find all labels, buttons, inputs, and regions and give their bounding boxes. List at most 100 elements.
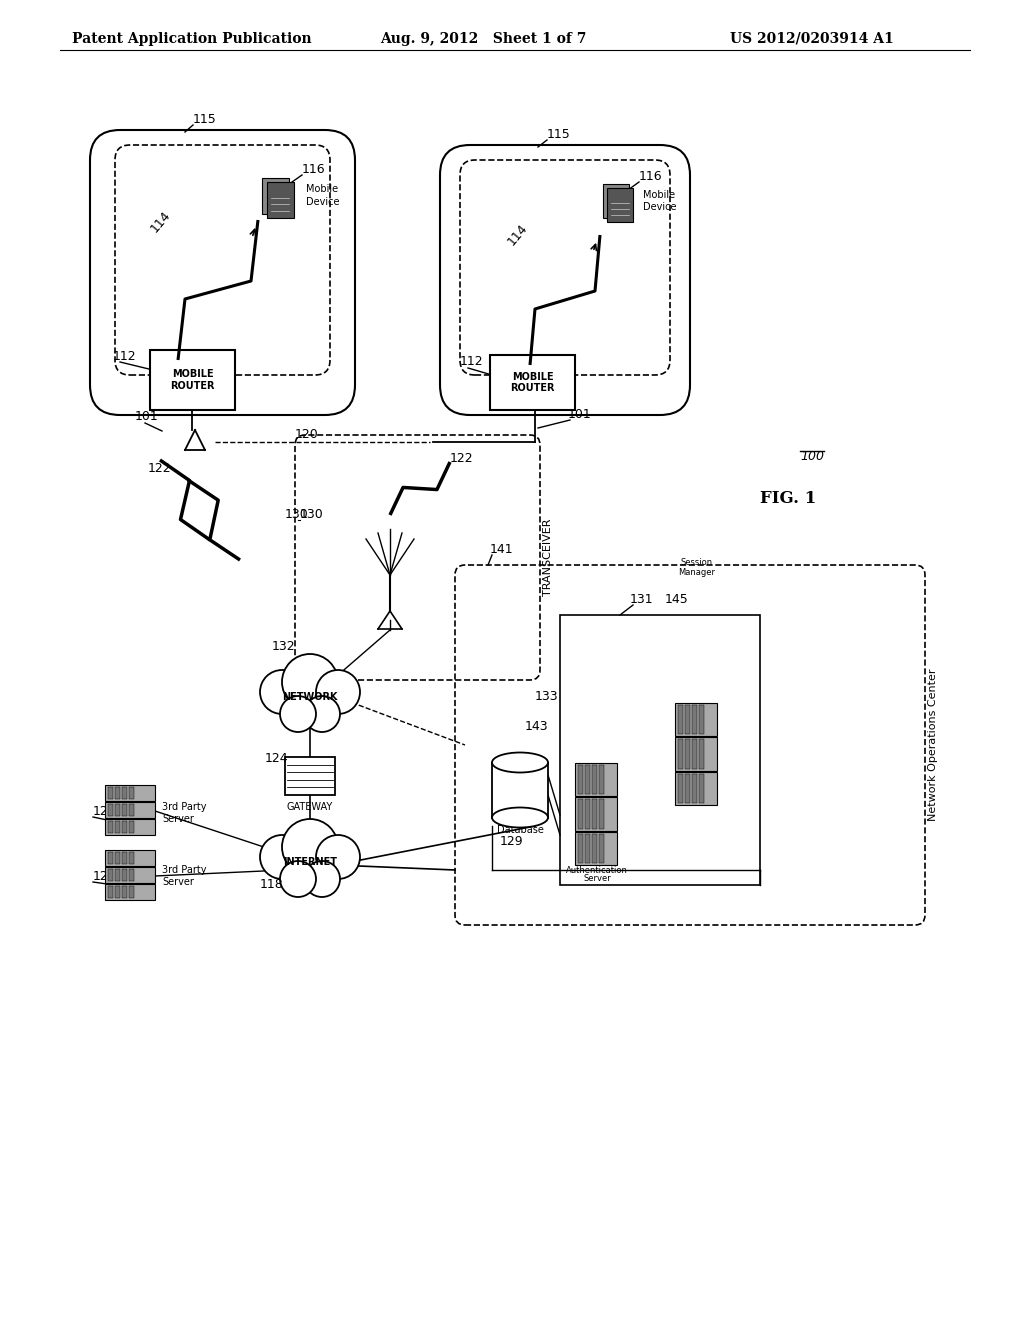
Bar (592, 766, 597, 795)
Text: Patent Application Publication: Patent Application Publication (72, 32, 311, 46)
Text: 101: 101 (568, 408, 592, 421)
Text: 115: 115 (547, 128, 570, 141)
Bar (592, 800, 597, 829)
Text: Mobile: Mobile (643, 190, 675, 201)
Bar (578, 766, 583, 795)
Text: 115: 115 (193, 114, 217, 125)
Bar (105, 785, 155, 801)
Text: 132: 132 (272, 640, 296, 653)
Bar (603, 183, 629, 218)
Bar (599, 834, 604, 863)
Bar (115, 821, 120, 833)
Bar (282, 692, 338, 714)
Bar (699, 739, 705, 768)
Text: 3rd Party: 3rd Party (162, 803, 207, 812)
Bar (105, 867, 155, 883)
Text: 122: 122 (450, 451, 474, 465)
Bar (685, 739, 690, 768)
Text: 114: 114 (505, 222, 530, 248)
Circle shape (282, 818, 338, 875)
Circle shape (304, 696, 340, 733)
Bar (599, 766, 604, 795)
Bar (685, 774, 690, 803)
Text: 112: 112 (460, 355, 483, 368)
Text: 143: 143 (525, 719, 549, 733)
Text: Manager: Manager (679, 568, 716, 577)
Text: 114: 114 (148, 209, 173, 235)
Bar (675, 772, 717, 805)
Bar (122, 787, 127, 799)
Bar (607, 187, 633, 222)
Bar (108, 869, 113, 880)
Bar (575, 832, 617, 865)
Text: Mobile: Mobile (306, 183, 338, 194)
Bar (115, 851, 120, 865)
Text: 130: 130 (300, 508, 324, 521)
Bar (678, 705, 683, 734)
Text: 120: 120 (295, 428, 318, 441)
Bar (678, 774, 683, 803)
Text: 130: 130 (285, 508, 309, 521)
Bar (108, 787, 113, 799)
Bar (675, 704, 717, 737)
Text: 112: 112 (113, 350, 136, 363)
Text: 133: 133 (535, 690, 559, 704)
Text: TRANSCEIVER: TRANSCEIVER (543, 519, 553, 597)
Circle shape (280, 696, 316, 733)
Text: 145: 145 (665, 593, 689, 606)
Bar (129, 851, 134, 865)
Bar (599, 800, 604, 829)
Text: 116: 116 (302, 162, 326, 176)
Bar (282, 857, 338, 879)
Circle shape (260, 836, 304, 879)
Bar (578, 800, 583, 829)
Text: Server: Server (162, 814, 194, 824)
Text: 101: 101 (135, 411, 159, 422)
Circle shape (316, 671, 360, 714)
Bar (105, 850, 155, 866)
Text: Device: Device (306, 197, 340, 207)
Ellipse shape (492, 752, 548, 772)
Bar (285, 756, 335, 795)
Bar (578, 834, 583, 863)
Text: Network Operations Center: Network Operations Center (928, 669, 938, 821)
Text: INTERNET: INTERNET (283, 857, 337, 867)
Text: ComServ: ComServ (575, 777, 585, 812)
Bar (692, 705, 697, 734)
Text: Server: Server (583, 874, 611, 883)
Bar (560, 615, 760, 884)
Bar (105, 803, 155, 818)
Circle shape (304, 861, 340, 898)
Bar (675, 738, 717, 771)
Bar (150, 350, 234, 411)
Bar (122, 821, 127, 833)
Bar (122, 804, 127, 816)
Bar (108, 851, 113, 865)
Bar (115, 886, 120, 898)
Bar (678, 739, 683, 768)
Bar (585, 834, 590, 863)
Bar (262, 177, 289, 214)
Bar (129, 821, 134, 833)
Bar (108, 821, 113, 833)
Circle shape (260, 671, 304, 714)
Bar (115, 787, 120, 799)
Bar (129, 804, 134, 816)
Text: 124: 124 (265, 752, 289, 766)
Text: 131: 131 (630, 593, 653, 606)
Bar (585, 800, 590, 829)
Circle shape (316, 836, 360, 879)
Text: Authentication: Authentication (566, 866, 628, 875)
Bar (592, 834, 597, 863)
Bar (129, 787, 134, 799)
Ellipse shape (492, 808, 548, 828)
Bar (105, 884, 155, 900)
Bar (122, 886, 127, 898)
Bar (122, 869, 127, 880)
Text: Database: Database (497, 825, 544, 836)
Text: 100: 100 (800, 450, 824, 463)
Text: 3rd Party: 3rd Party (162, 865, 207, 875)
Text: MOBILE
ROUTER: MOBILE ROUTER (170, 370, 215, 391)
Bar (115, 804, 120, 816)
Text: US 2012/0203914 A1: US 2012/0203914 A1 (730, 32, 894, 46)
